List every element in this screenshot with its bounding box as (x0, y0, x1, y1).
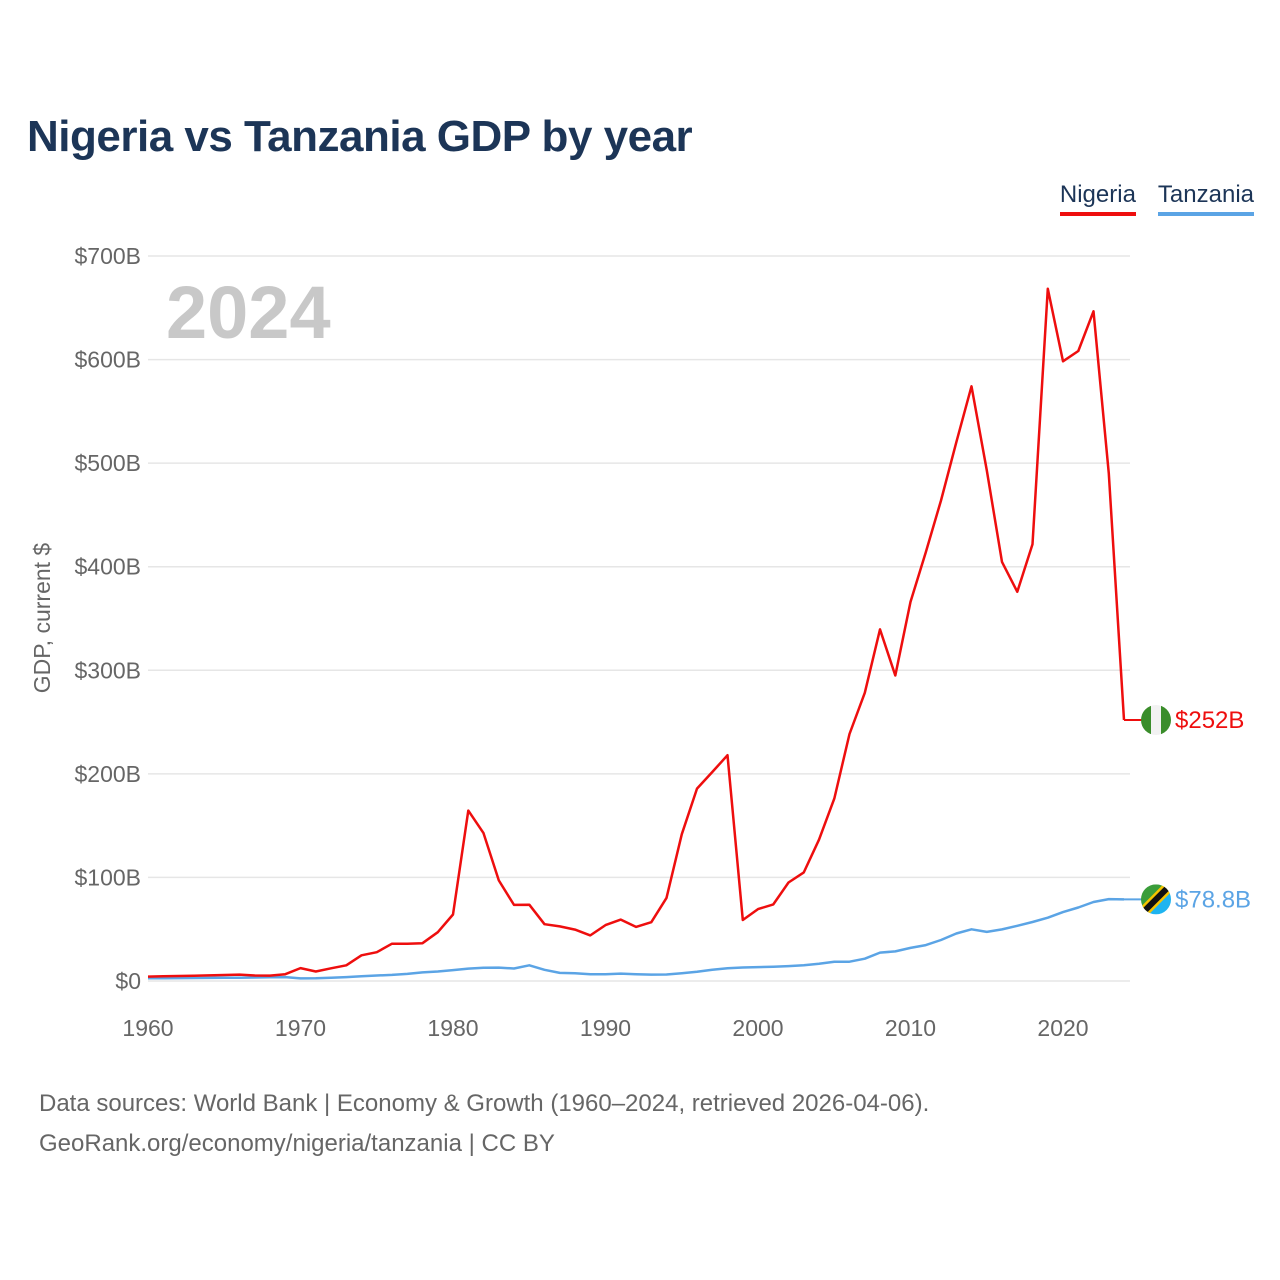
source-note: Data sources: World Bank | Economy & Gro… (39, 1084, 929, 1164)
gdp-line-chart: $0 $100B $200B $300B $400B $500B $600B $700B 19… (29, 243, 1251, 1041)
series-line-tanzania[interactable] (147, 897, 1125, 980)
end-value-label-nigeria: $252B (1175, 707, 1244, 734)
grid-lines (148, 255, 1130, 982)
x-tick-label: 1980 (427, 1015, 478, 1041)
series-endpoints: $252B $78.8B (1124, 705, 1251, 915)
y-axis-ticks: $0 $100B $200B $300B $400B $500B $600B $700B (74, 243, 141, 994)
x-tick-label: 1970 (275, 1015, 326, 1041)
y-tick-label: $0 (115, 968, 141, 994)
legend-item-tanzania[interactable]: Tanzania (1157, 181, 1254, 216)
end-value-label-tanzania: $78.8B (1175, 886, 1251, 913)
y-tick-label: $300B (74, 657, 141, 683)
x-tick-label: 2020 (1037, 1015, 1088, 1041)
x-tick-label: 2010 (885, 1015, 936, 1041)
y-tick-label: $100B (74, 864, 141, 890)
x-tick-label: 1990 (580, 1015, 631, 1041)
source-line-1: Data sources: World Bank | Economy & Gro… (39, 1090, 930, 1117)
nigeria-flag-icon (1141, 705, 1171, 735)
source-line-2: GeoRank.org/economy/nigeria/tanzania | C… (39, 1130, 555, 1157)
y-axis-label: GDP, current $ (29, 543, 55, 694)
y-tick-label: $400B (74, 554, 141, 580)
x-axis-ticks: 1960 1970 1980 1990 2000 2010 2020 (122, 1015, 1088, 1041)
chart-title: Nigeria vs Tanzania GDP by year (27, 112, 693, 161)
legend: Nigeria Tanzania (1059, 181, 1254, 216)
x-tick-label: 2000 (732, 1015, 783, 1041)
year-watermark: 2024 (166, 271, 331, 354)
series-line-nigeria[interactable] (147, 287, 1126, 978)
legend-item-nigeria[interactable]: Nigeria (1059, 181, 1136, 216)
series-lines (147, 287, 1126, 980)
y-tick-label: $600B (74, 347, 141, 373)
y-tick-label: $200B (74, 761, 141, 787)
y-tick-label: $700B (74, 243, 141, 269)
x-tick-label: 1960 (122, 1015, 173, 1041)
y-tick-label: $500B (74, 450, 141, 476)
tanzania-flag-icon (1141, 884, 1171, 915)
